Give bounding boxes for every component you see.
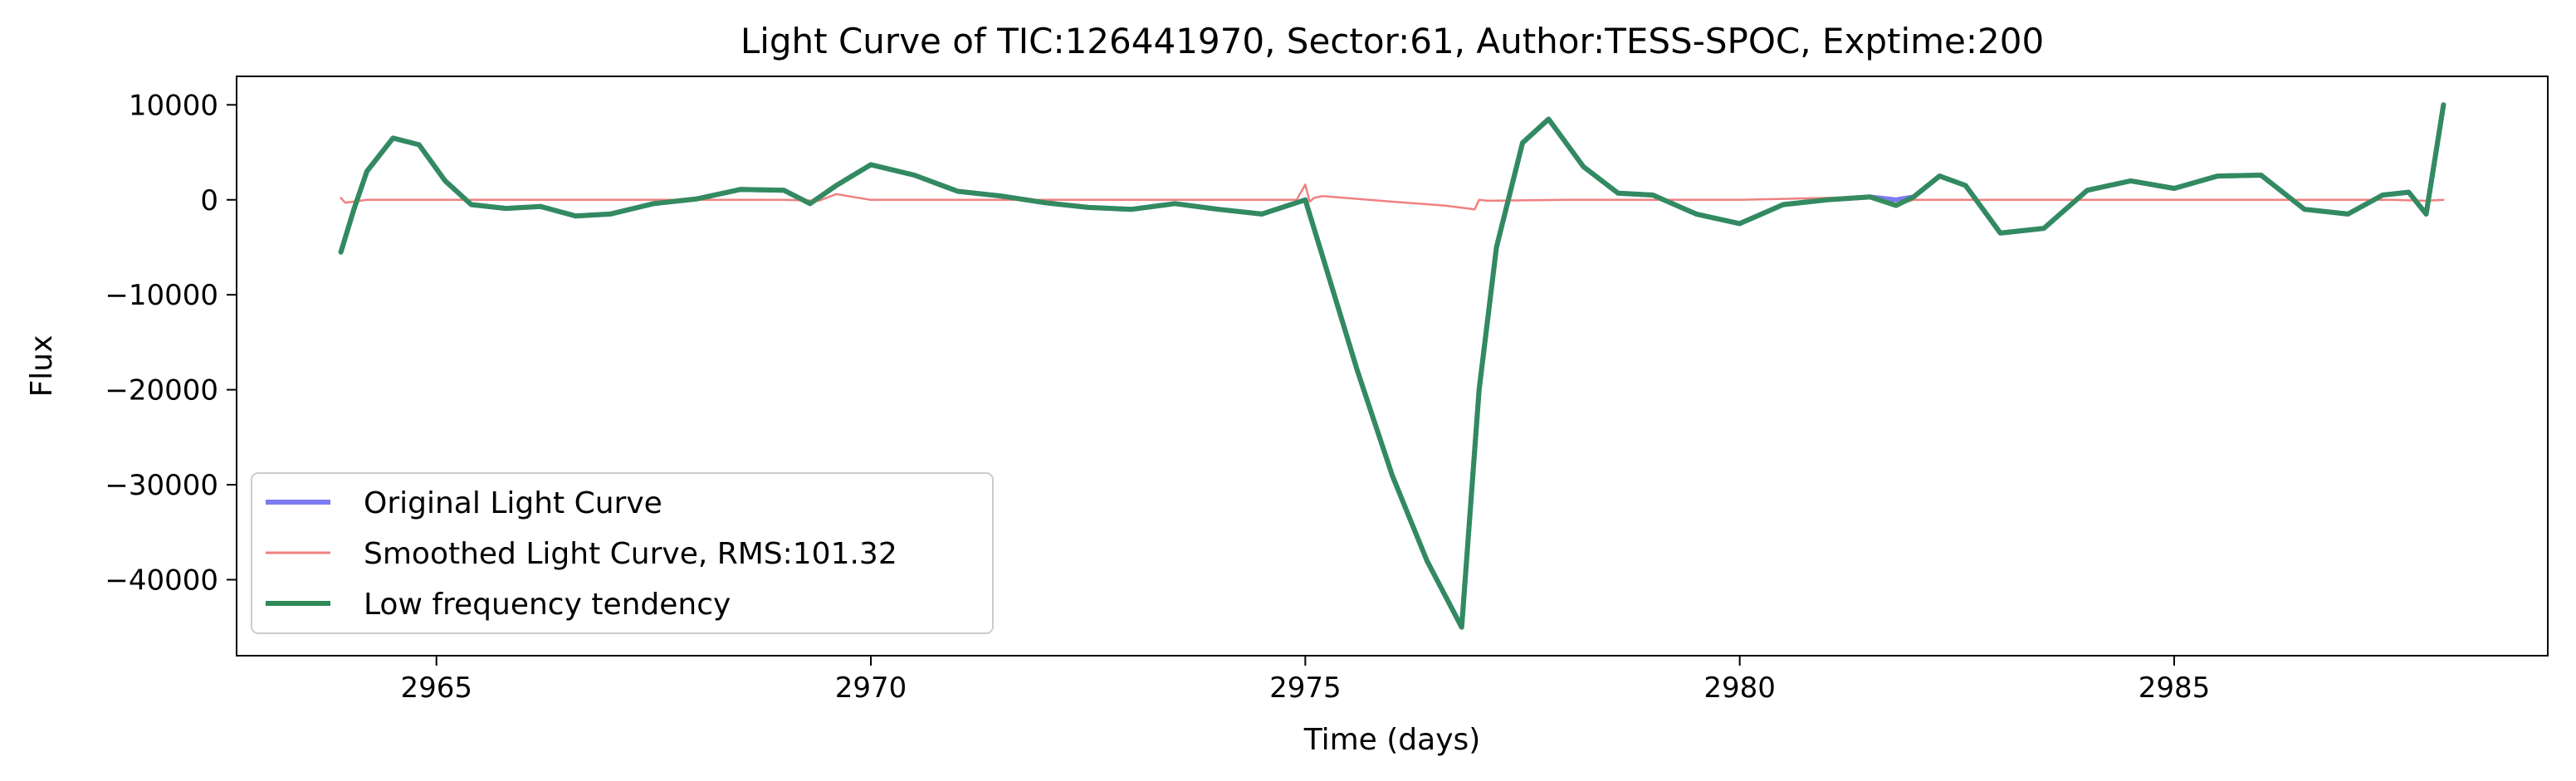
y-tick-label: 10000 <box>129 89 218 122</box>
legend-label-original: Original Light Curve <box>364 486 662 520</box>
y-tick-label: −40000 <box>105 564 218 597</box>
x-tick-label: 2970 <box>835 671 907 705</box>
y-tick-label: −20000 <box>105 374 218 408</box>
y-tick-label: 0 <box>200 184 218 217</box>
x-axis: 2965 2970 2975 2980 2985 <box>400 656 2210 705</box>
x-tick-label: 2965 <box>400 671 472 705</box>
chart-title: Light Curve of TIC:126441970, Sector:61,… <box>741 21 2044 61</box>
legend-label-smoothed: Smoothed Light Curve, RMS:101.32 <box>364 537 897 571</box>
series-line-low-frequency <box>338 102 2446 630</box>
series-layer <box>338 102 2446 630</box>
x-axis-label: Time (days) <box>1303 723 1481 757</box>
legend-box <box>251 472 994 634</box>
y-axis: 10000 0 −10000 −20000 −30000 −40000 <box>105 89 237 597</box>
plot-frame <box>236 76 2549 657</box>
y-axis-label: Flux <box>25 335 59 398</box>
x-tick-label: 2980 <box>1703 671 1776 705</box>
x-tick-label: 2985 <box>2139 671 2211 705</box>
y-tick-label: −30000 <box>105 469 218 502</box>
legend-label-low-frequency: Low frequency tendency <box>364 588 731 622</box>
y-tick-label: −10000 <box>105 279 218 312</box>
series-line-smoothed <box>340 183 2445 211</box>
x-tick-label: 2975 <box>1269 671 1342 705</box>
legend: Original Light Curve Smoothed Light Curv… <box>251 472 994 634</box>
